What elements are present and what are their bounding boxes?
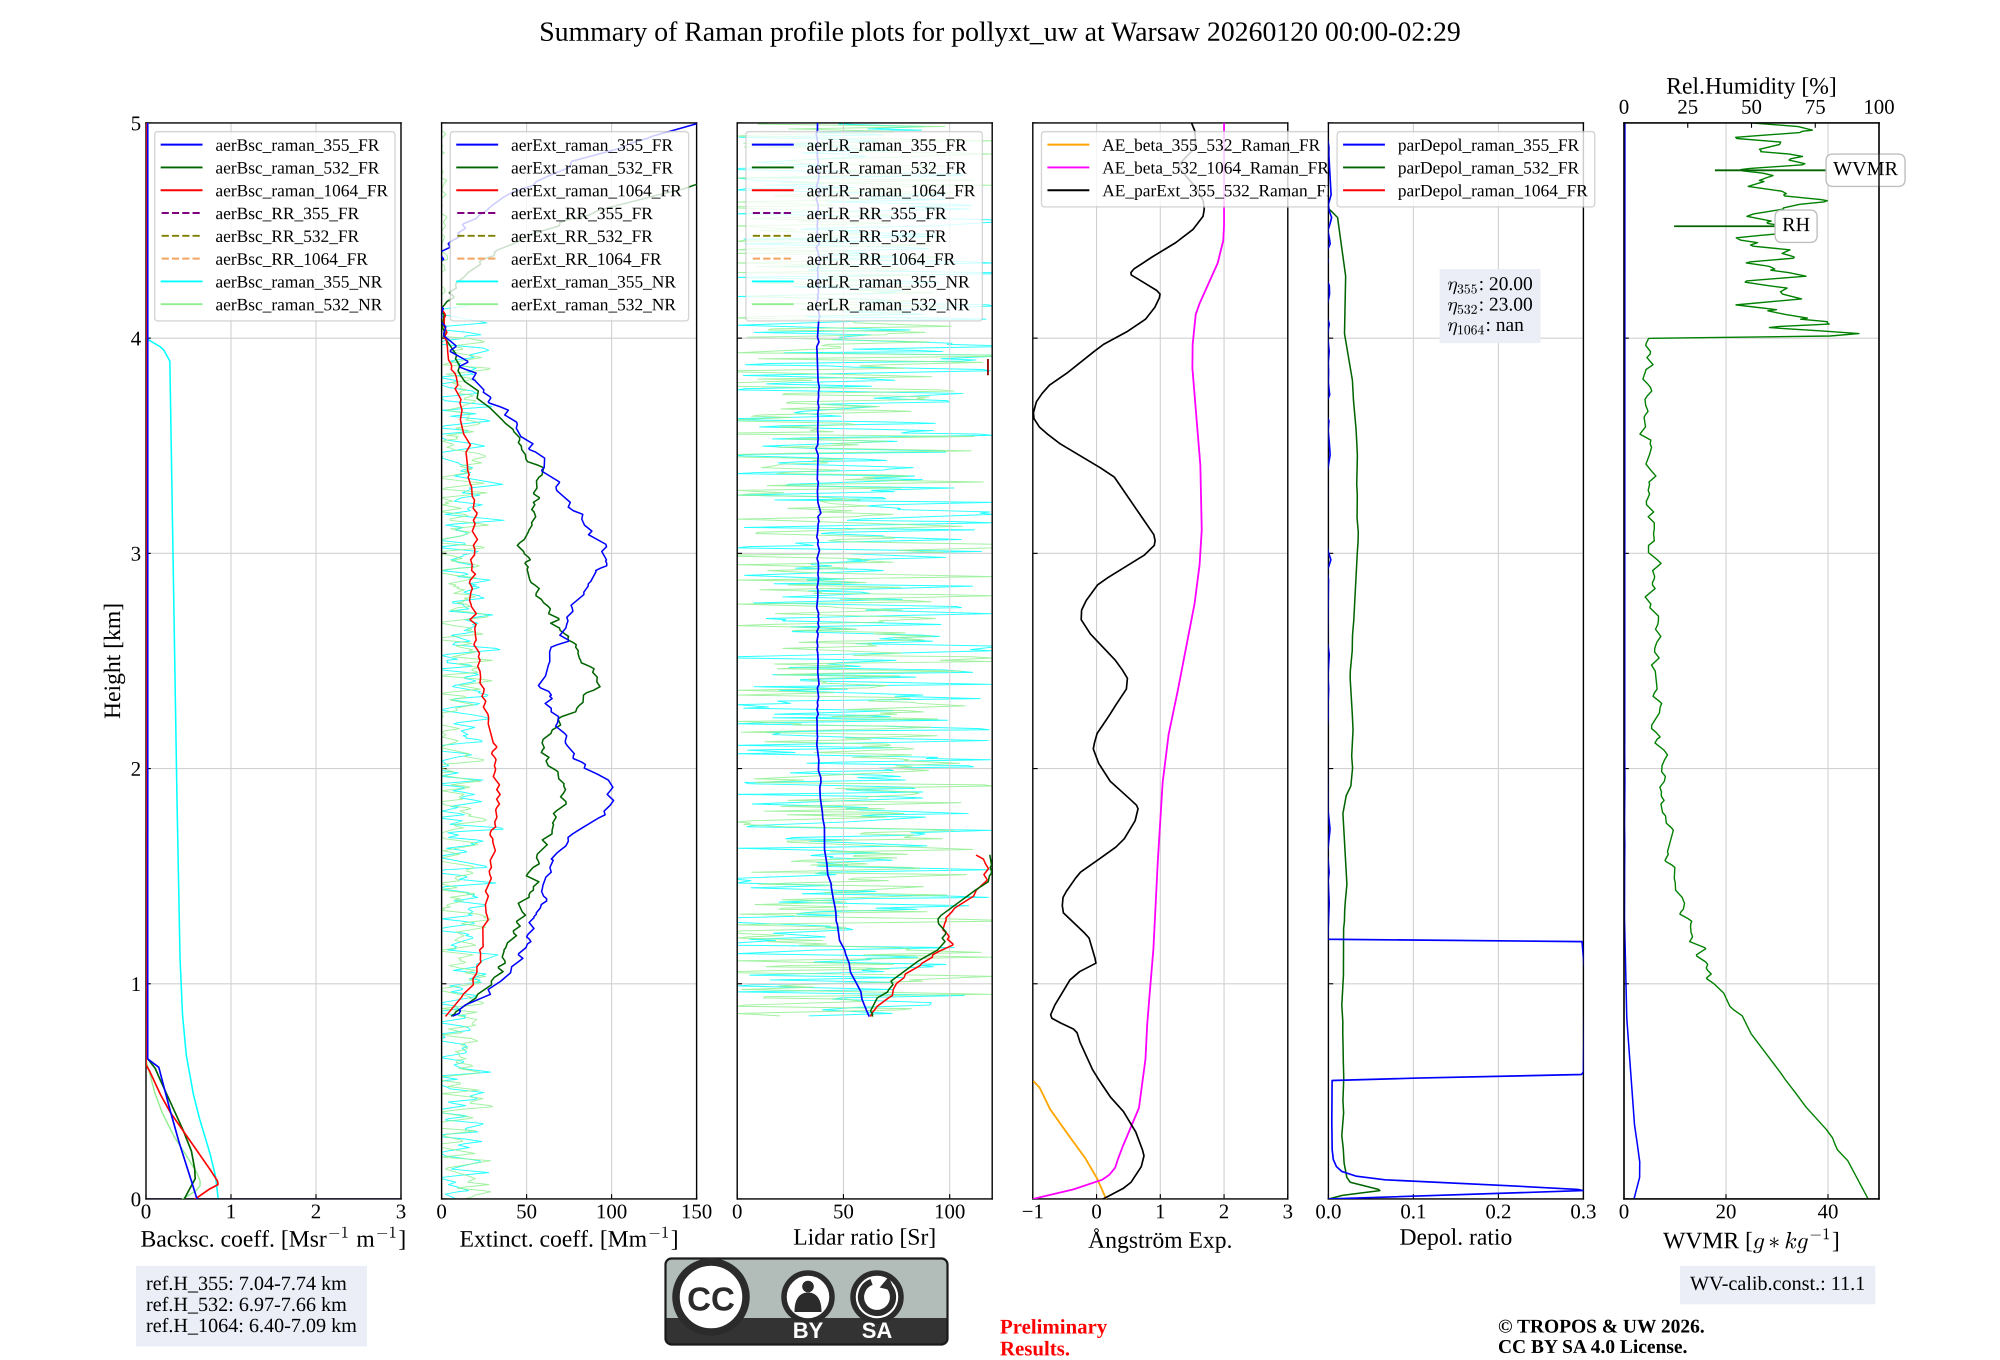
svg-text:SA: SA bbox=[862, 1318, 893, 1343]
svg-text:BY: BY bbox=[793, 1318, 824, 1343]
svg-text:CC: CC bbox=[687, 1281, 735, 1318]
